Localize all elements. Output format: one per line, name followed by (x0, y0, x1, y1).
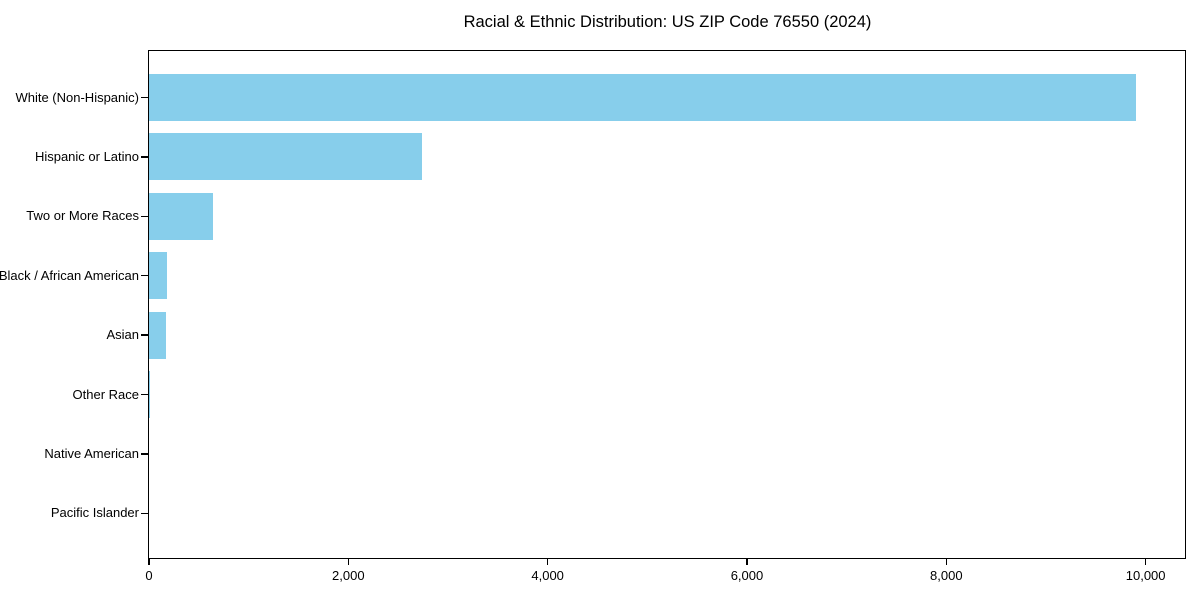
y-tick-label: Pacific Islander (50, 505, 139, 521)
x-tick (945, 559, 948, 565)
x-tick (148, 559, 150, 565)
x-tick-label: 0 (145, 567, 153, 583)
y-tick (141, 156, 149, 158)
x-tick (546, 559, 549, 565)
y-tick-label: Two or More Races (26, 208, 139, 224)
x-tick-label: 6,000 (730, 567, 764, 583)
y-tick (141, 96, 149, 99)
x-tick-label: 10,000 (1125, 567, 1166, 583)
x-tick (746, 559, 748, 565)
bar (149, 252, 167, 300)
bar (149, 133, 423, 181)
y-tick (141, 512, 149, 515)
bar (149, 74, 1136, 121)
x-tick-label: 2,000 (332, 567, 365, 583)
y-tick-label: Other Race (72, 386, 139, 402)
plot-area: White (Non-Hispanic) Hispanic or Latino Tw… (0, 49, 1186, 583)
x-tick-label: 4,000 (531, 567, 564, 583)
y-tick-label: Black / African American (0, 267, 139, 283)
x-tick-label: 8,000 (930, 567, 963, 583)
y-tick-label: White (Non-Hispanic) (15, 89, 139, 105)
bar (149, 311, 166, 359)
x-tick (1144, 559, 1147, 565)
y-tick (141, 274, 149, 277)
bar (149, 192, 213, 240)
y-tick (141, 393, 149, 396)
chart-title: Racial & Ethnic Distribution: US ZIP Cod… (463, 13, 872, 31)
y-tick (141, 215, 149, 218)
y-tick (141, 453, 149, 455)
y-tick (141, 334, 149, 336)
y-tick-label: Native American (44, 445, 139, 461)
y-tick-label: Hispanic or Latino (34, 148, 139, 164)
x-tick (347, 559, 350, 565)
bar (149, 371, 150, 418)
y-tick-label: Asian (106, 327, 139, 343)
